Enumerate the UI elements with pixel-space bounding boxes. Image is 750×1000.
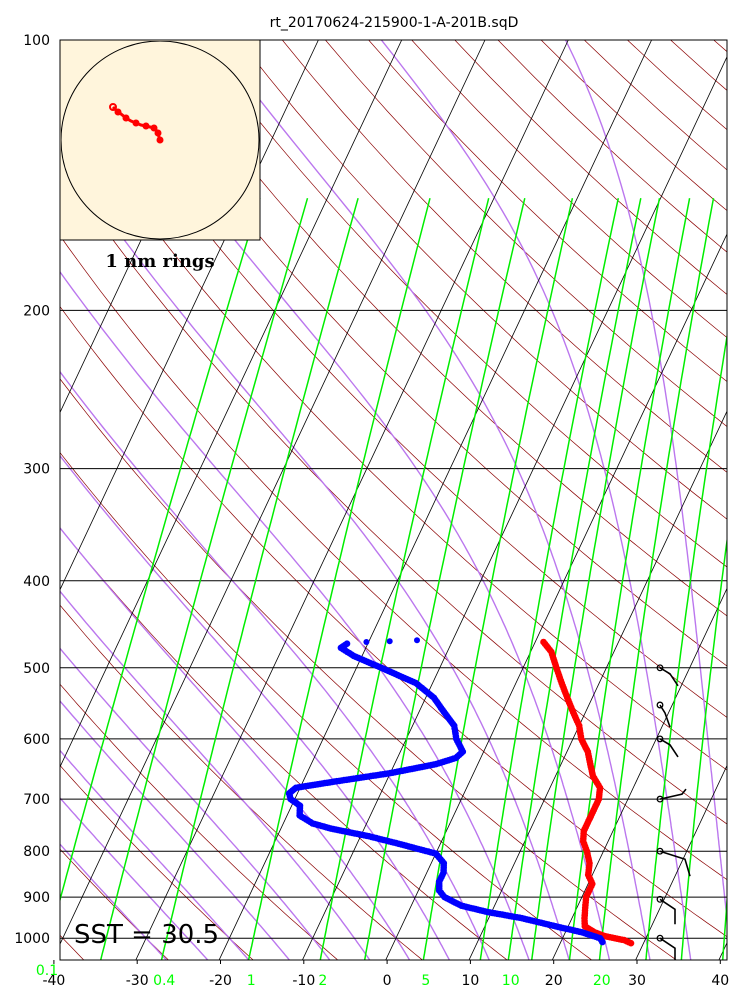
isotherm xyxy=(301,55,727,960)
temperature-tick-label: -40 xyxy=(42,973,65,989)
hodograph-point xyxy=(114,108,122,116)
wind-barb xyxy=(659,667,679,687)
wind-barb-station xyxy=(656,895,664,903)
pressure-tick-label: 200 xyxy=(23,303,50,319)
dry-adiabat xyxy=(60,96,727,771)
dry-adiabat xyxy=(66,40,727,718)
isotherm xyxy=(468,410,727,960)
dry-adiabat xyxy=(713,40,727,53)
hodograph-plot xyxy=(61,41,260,240)
dry-adiabat xyxy=(60,235,727,881)
mixing-ratio-tick-label: 5 xyxy=(421,973,430,989)
sst-label: SST = 30.5 xyxy=(74,920,219,950)
mixing-ratio-tick-label: 1 xyxy=(247,973,256,989)
mixing-ratio-line xyxy=(645,332,727,960)
hodograph-point xyxy=(154,129,162,137)
pressure-tick-label: 600 xyxy=(23,732,50,748)
mixing-ratio-line xyxy=(99,197,309,960)
isotherm xyxy=(551,587,727,960)
wind-barb xyxy=(659,704,671,728)
temperature-tick-label: 20 xyxy=(545,973,563,989)
wind-barb-station xyxy=(656,847,664,855)
dry-adiabat xyxy=(411,40,727,339)
mixing-ratio-line xyxy=(598,198,715,960)
dry-adiabat xyxy=(282,40,727,473)
dry-adiabat xyxy=(238,40,727,520)
wind-barb-station xyxy=(656,735,664,743)
pressure-tick-label: 100 xyxy=(23,33,50,49)
pressure-tick-label: 800 xyxy=(23,844,50,860)
hodograph-point xyxy=(150,124,158,132)
temperature-tick-label: -10 xyxy=(292,973,315,989)
dry-adiabat xyxy=(60,165,727,825)
mixing-ratio-line xyxy=(60,197,261,903)
moist-adiabat xyxy=(380,40,692,960)
mixing-ratio-line xyxy=(568,198,691,960)
dry-adiabat xyxy=(195,40,727,568)
pressure-tick-label: 900 xyxy=(23,890,50,906)
isotherm xyxy=(60,40,403,768)
dry-adiabat xyxy=(152,40,727,617)
temperature-tick-label: -20 xyxy=(209,973,232,989)
wind-barb xyxy=(659,788,687,800)
chart-title: rt_20170624-215900-1-A-201B.sqD xyxy=(270,15,519,31)
hodograph-start-marker xyxy=(109,103,117,111)
temperature-tick-label: 10 xyxy=(461,973,479,989)
temperature-point xyxy=(540,638,547,646)
wind-barb-station xyxy=(656,934,664,942)
hodograph-point xyxy=(142,122,150,130)
hodograph-point xyxy=(122,114,130,122)
temperature-tick-label: -30 xyxy=(126,973,149,989)
mixing-ratio-line xyxy=(479,198,620,960)
dry-adiabat xyxy=(109,40,727,667)
pressure-tick-label: 300 xyxy=(23,462,50,478)
wind-barb xyxy=(659,937,676,960)
mixing-ratio-line xyxy=(160,197,359,960)
isotherm xyxy=(385,233,727,960)
mixing-ratio-line xyxy=(507,198,642,960)
dewpoint-point xyxy=(414,637,420,644)
plot-frame xyxy=(59,39,728,961)
temperature-tick-label: 0 xyxy=(383,973,392,989)
hodograph-point xyxy=(132,119,140,127)
mixing-ratio-tick-label: 20 xyxy=(593,973,611,989)
mixing-ratio-line xyxy=(530,198,661,960)
mixing-ratio-tick-label: 10 xyxy=(502,973,520,989)
pressure-tick-label: 1000 xyxy=(14,931,50,947)
mixing-ratio-line xyxy=(680,535,727,960)
isotherm xyxy=(135,40,569,960)
dewpoint-point xyxy=(344,640,350,647)
temperature-tick-label: 30 xyxy=(628,973,646,989)
pressure-tick-label: 700 xyxy=(23,792,50,808)
mixing-ratio-tick-label: 0.4 xyxy=(153,973,175,989)
pressure-tick-label: 400 xyxy=(23,574,50,590)
dewpoint-point xyxy=(386,638,393,645)
mixing-ratio-tick-label: 0.1 xyxy=(36,963,58,979)
dry-adiabat xyxy=(325,40,727,427)
hodograph-ring xyxy=(61,41,260,240)
isotherm xyxy=(635,764,727,960)
wind-barb-station xyxy=(656,701,664,709)
isotherm xyxy=(60,40,486,946)
hodograph-label: 1 nm rings xyxy=(105,251,214,272)
wind-barb xyxy=(659,850,691,877)
wind-barb xyxy=(659,898,676,925)
temperature-tick-label: 40 xyxy=(711,973,729,989)
mixing-ratio-line xyxy=(247,198,431,960)
dry-adiabat xyxy=(670,40,727,91)
pressure-tick-label: 500 xyxy=(23,661,50,677)
wind-barb-station xyxy=(656,664,664,672)
isotherm xyxy=(60,40,69,60)
dry-adiabat xyxy=(368,40,727,383)
mixing-ratio-line xyxy=(363,198,526,960)
dry-adiabat xyxy=(497,40,727,253)
isotherm xyxy=(718,941,727,960)
wind-barb xyxy=(659,738,679,758)
hodograph-point xyxy=(156,136,164,144)
isotherm xyxy=(218,40,652,960)
dewpoint-point xyxy=(363,639,370,645)
mixing-ratio-line xyxy=(319,198,490,960)
mixing-ratio-tick-label: 2 xyxy=(318,973,327,989)
